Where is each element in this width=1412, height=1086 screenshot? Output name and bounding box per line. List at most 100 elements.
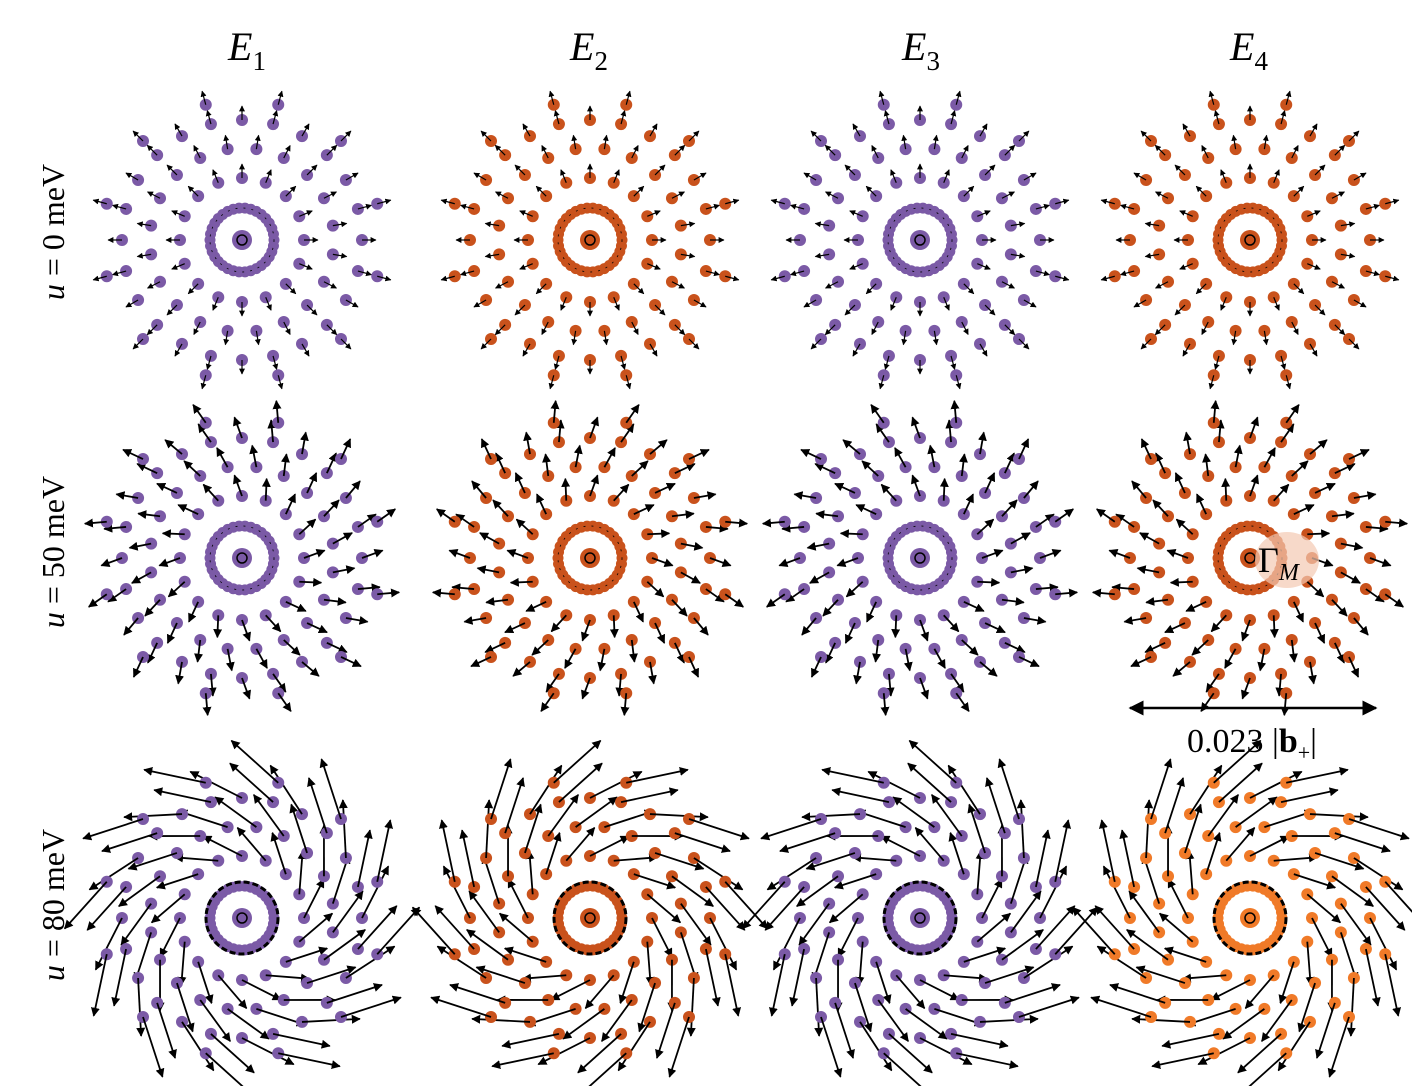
arrow (227, 1008, 270, 1040)
arrow (560, 297, 567, 311)
arrow (147, 642, 158, 664)
arrow (438, 819, 456, 882)
arrow (303, 549, 326, 559)
arrow (100, 557, 123, 567)
arrow (1016, 799, 1026, 859)
arrow (338, 799, 348, 859)
arrow (1054, 906, 1099, 955)
arrow (522, 973, 567, 983)
arrow (480, 438, 492, 460)
arrow (803, 299, 817, 308)
arrow (880, 693, 890, 717)
arrow (1197, 1037, 1251, 1066)
arrow (189, 770, 243, 799)
arrow (844, 304, 856, 316)
arrow (1205, 673, 1220, 693)
arrow (216, 447, 229, 468)
arrow (146, 324, 158, 336)
center-dot (232, 230, 252, 250)
arrow (1384, 954, 1402, 1017)
arrow (522, 123, 531, 137)
arrow (1221, 477, 1231, 501)
column-header: E2 (569, 24, 608, 76)
arrow (125, 299, 139, 308)
arrow (1293, 283, 1305, 295)
center-mark (1244, 234, 1256, 246)
arrow (1185, 601, 1207, 612)
arrow (298, 912, 334, 943)
arrow (1291, 321, 1299, 335)
arrow (1208, 375, 1215, 390)
arrow (1348, 130, 1360, 142)
arrow (123, 812, 183, 822)
arrow (820, 1016, 843, 1078)
arrow (540, 692, 555, 712)
arrow (867, 770, 921, 799)
arrow (603, 447, 616, 468)
arrow (589, 416, 599, 439)
arrow (299, 577, 323, 587)
arrow (490, 758, 513, 820)
arrow (801, 617, 817, 636)
arrow (1262, 330, 1269, 346)
arrow (345, 299, 359, 308)
arrow (1285, 90, 1292, 105)
arrow (1249, 474, 1259, 497)
arrow (301, 661, 320, 677)
arrow (911, 416, 921, 439)
arrow (741, 881, 786, 930)
arrow (834, 1002, 855, 1059)
arrow (571, 134, 578, 150)
arrow (955, 692, 970, 712)
arrow (943, 169, 950, 183)
arrow (476, 565, 500, 575)
arrow (468, 890, 500, 933)
arrow (945, 419, 955, 443)
arrow (299, 431, 309, 455)
arrow (122, 448, 144, 460)
arrow (919, 677, 929, 700)
arrow (1293, 185, 1305, 197)
arrow (674, 144, 686, 156)
arrow (932, 134, 939, 150)
arrow (440, 198, 455, 205)
arrow (1108, 549, 1131, 559)
arrow (979, 343, 988, 357)
arrow (1035, 513, 1055, 528)
arrow (1224, 648, 1237, 669)
arrow (484, 642, 506, 653)
inner-ring (887, 525, 953, 591)
arrow (277, 90, 284, 105)
arrow (1035, 270, 1051, 277)
arrow (724, 881, 769, 930)
arrow (484, 221, 500, 228)
arrow (674, 463, 696, 474)
arrow (724, 954, 742, 1017)
inner-ring (209, 207, 275, 273)
arrow (810, 338, 822, 350)
arrow (323, 929, 366, 961)
arrow (615, 673, 625, 697)
arrow (541, 321, 549, 335)
arrow (166, 164, 178, 176)
arrow (654, 164, 666, 176)
arrow (241, 1037, 295, 1066)
arrow (961, 145, 969, 159)
arrow (1023, 299, 1037, 308)
arrow (550, 399, 560, 423)
arrow (1293, 504, 1315, 515)
arrow (1140, 130, 1152, 142)
inner-ring (887, 207, 953, 273)
arrow (1314, 482, 1336, 494)
center-dot (910, 908, 930, 928)
arrow (537, 1037, 591, 1066)
arrow (514, 472, 526, 494)
arrow (376, 508, 396, 523)
arrow (1291, 145, 1299, 159)
arrow (785, 588, 805, 603)
arrow (509, 577, 533, 587)
arrow (504, 777, 525, 834)
arrow (1128, 890, 1160, 933)
arrow (1353, 491, 1377, 501)
arrow (1144, 252, 1160, 259)
